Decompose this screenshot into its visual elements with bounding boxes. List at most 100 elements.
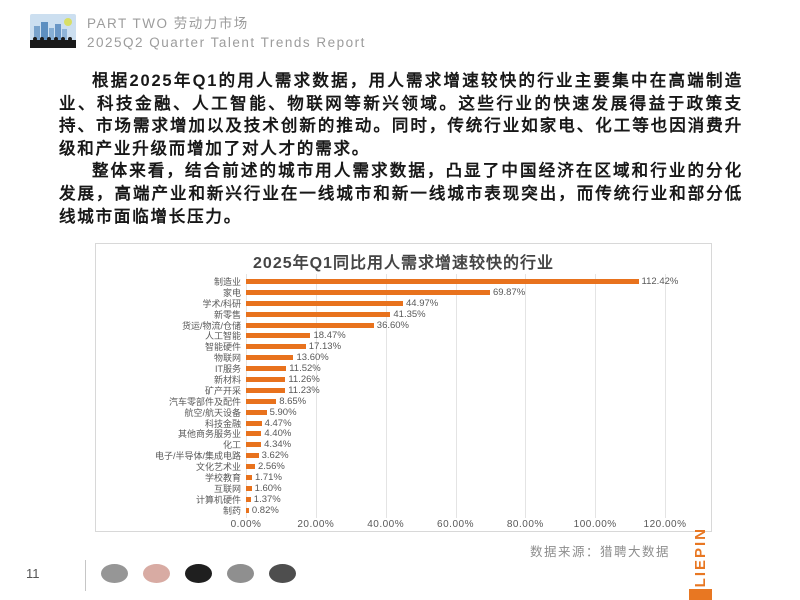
category-label: 家电	[222, 287, 241, 298]
bar	[246, 333, 311, 339]
bar	[246, 355, 294, 361]
chart-row: 学术/科研 44.97%	[96, 298, 711, 309]
chart-row: 汽车零部件及配件 8.65%	[96, 396, 711, 407]
bar	[246, 409, 267, 415]
chart-row: 家电 69.87%	[96, 287, 711, 298]
bar-track: 17.13%	[246, 341, 705, 352]
category-label: 制药	[222, 505, 241, 516]
value-label: 1.60%	[254, 482, 282, 494]
paragraph-1: 根据2025年Q1的用人需求数据，用人需求增速较快的行业主要集中在高端制造业、科…	[59, 72, 743, 158]
bar	[246, 431, 262, 437]
bar-track: 2.56%	[246, 461, 705, 472]
category-label: 文化艺术业	[195, 462, 241, 473]
bar-track: 13.60%	[246, 352, 705, 363]
bar	[246, 278, 639, 284]
chart-row: 电子/半导体/集成电路 3.62%	[96, 450, 711, 461]
value-label: 69.87%	[492, 286, 526, 298]
x-axis-tick: 80.00%	[506, 519, 544, 530]
bar-track: 36.60%	[246, 320, 705, 331]
bar-track: 11.23%	[246, 385, 705, 396]
chart-x-axis: 0.00% 20.00% 40.00% 60.00% 80.00% 100.00% 120.…	[231, 516, 705, 532]
footer-divider	[85, 560, 86, 591]
x-axis-tick: 40.00%	[367, 519, 405, 530]
category-label: 新材料	[213, 374, 241, 385]
category-label: 电子/半导体/集成电路	[154, 451, 241, 462]
industry-growth-chart: 2025年Q1同比用人需求增速较快的行业 制造业 112.42% 家电 69.87% 学…	[95, 243, 712, 532]
chart-row: 新零售 41.35%	[96, 309, 711, 320]
chart-row: 制药 0.82%	[96, 505, 711, 516]
value-label: 11.23%	[288, 384, 320, 396]
category-label: 制造业	[213, 276, 241, 287]
bar-track: 1.71%	[246, 472, 705, 483]
chart-title: 2025年Q1同比用人需求增速较快的行业	[253, 255, 554, 272]
bar	[246, 300, 404, 306]
value-label: 3.62%	[261, 450, 289, 462]
category-label: IT服务	[215, 364, 241, 375]
value-label: 4.47%	[264, 417, 292, 429]
value-label: 112.42%	[641, 275, 679, 287]
category-label: 学术/科研	[202, 298, 241, 309]
bar	[246, 344, 306, 350]
bar	[246, 507, 249, 513]
x-axis-tick: 120.00%	[643, 519, 687, 530]
bar	[246, 322, 374, 328]
social-logo-5	[269, 564, 296, 583]
value-label: 1.37%	[253, 493, 281, 505]
value-label: 0.82%	[251, 504, 279, 516]
bar	[246, 398, 277, 404]
value-label: 1.71%	[254, 471, 282, 483]
chart-row: 人工智能 18.47%	[96, 330, 711, 341]
bar-track: 18.47%	[246, 330, 705, 341]
header-report-title: 2025Q2 Quarter Talent Trends Report	[87, 35, 366, 50]
paragraph-2: 整体来看，结合前述的城市用人需求数据，凸显了中国经济在区域和行业的分化发展，高端…	[59, 162, 743, 226]
social-logo-1	[101, 564, 128, 583]
category-label: 科技金融	[204, 418, 241, 429]
gridline	[385, 274, 387, 518]
page-header: PART TWO 劳动力市场 2025Q2 Quarter Talent Tre…	[30, 12, 366, 50]
bar-track: 11.52%	[246, 363, 705, 374]
category-label: 物联网	[213, 353, 241, 364]
category-label: 人工智能	[204, 331, 241, 342]
value-label: 8.65%	[279, 395, 307, 407]
value-label: 36.60%	[376, 319, 410, 331]
bar	[246, 366, 287, 372]
category-label: 汽车零部件及配件	[168, 396, 241, 407]
bar-track: 11.26%	[246, 374, 705, 385]
chart-rows: 制造业 112.42% 家电 69.87% 学术/科研 44.97% 新零售 41.35% 货运…	[96, 276, 711, 516]
bar-track: 3.62%	[246, 450, 705, 461]
bar-track: 0.82%	[246, 505, 705, 516]
chart-row: 其他商务服务业 4.40%	[96, 428, 711, 439]
body-text: 根据2025年Q1的用人需求数据，用人需求增速较快的行业主要集中在高端制造业、科…	[59, 70, 743, 228]
bar	[246, 311, 391, 317]
bar	[246, 453, 259, 459]
social-logo-2	[143, 564, 170, 583]
chart-gridlines	[246, 274, 705, 518]
category-label: 其他商务服务业	[177, 429, 241, 440]
bar-track: 8.65%	[246, 396, 705, 407]
bar	[246, 387, 286, 393]
bar-track: 4.47%	[246, 418, 705, 429]
value-label: 44.97%	[406, 297, 439, 309]
x-axis-tick: 60.00%	[437, 519, 474, 530]
social-logo-3	[185, 564, 212, 583]
bar-track: 112.42%	[246, 276, 705, 287]
chart-row: 智能硬件 17.13%	[96, 341, 711, 352]
category-label: 货运/物流/仓储	[181, 320, 241, 331]
chart-row: 新材料 11.26%	[96, 374, 711, 385]
category-label: 化工	[222, 440, 241, 451]
gridline	[246, 274, 247, 518]
bar-track: 4.40%	[246, 428, 705, 439]
chart-row: 物联网 13.60%	[96, 352, 711, 363]
gridline	[595, 274, 597, 518]
category-label: 学校教育	[204, 472, 241, 483]
gridline	[665, 274, 666, 518]
chart-row: 制造业 112.42%	[96, 276, 711, 287]
page-number: 11	[26, 566, 40, 581]
bar-track: 4.34%	[246, 439, 705, 450]
category-label: 新零售	[213, 309, 241, 320]
category-label: 矿产开采	[204, 385, 241, 396]
chart-row: 互联网 1.60%	[96, 483, 711, 494]
x-axis-tick: 20.00%	[297, 519, 335, 530]
bar-track: 41.35%	[246, 309, 705, 320]
